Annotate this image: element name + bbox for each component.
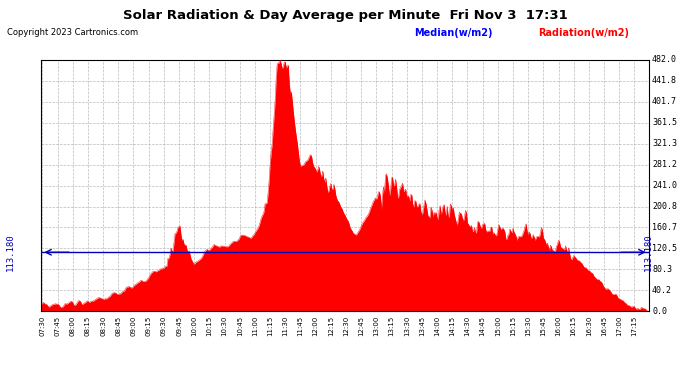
Text: 120.5: 120.5 — [652, 244, 677, 253]
Text: 281.2: 281.2 — [652, 160, 677, 169]
Text: Radiation(w/m2): Radiation(w/m2) — [538, 28, 629, 38]
Text: 401.7: 401.7 — [652, 98, 677, 106]
Text: 361.5: 361.5 — [652, 118, 677, 127]
Text: 0.0: 0.0 — [652, 307, 667, 316]
Text: Median(w/m2): Median(w/m2) — [414, 28, 493, 38]
Text: 441.8: 441.8 — [652, 76, 677, 86]
Text: 200.8: 200.8 — [652, 202, 677, 211]
Text: Solar Radiation & Day Average per Minute  Fri Nov 3  17:31: Solar Radiation & Day Average per Minute… — [123, 9, 567, 22]
Text: 40.2: 40.2 — [652, 286, 672, 295]
Text: 321.3: 321.3 — [652, 139, 677, 148]
Text: 160.7: 160.7 — [652, 223, 677, 232]
Text: 241.0: 241.0 — [652, 181, 677, 190]
Text: Copyright 2023 Cartronics.com: Copyright 2023 Cartronics.com — [7, 28, 138, 37]
Text: 482.0: 482.0 — [652, 56, 677, 64]
Text: 113.180: 113.180 — [644, 234, 653, 271]
Text: 113.180: 113.180 — [6, 234, 15, 271]
Text: 80.3: 80.3 — [652, 265, 672, 274]
